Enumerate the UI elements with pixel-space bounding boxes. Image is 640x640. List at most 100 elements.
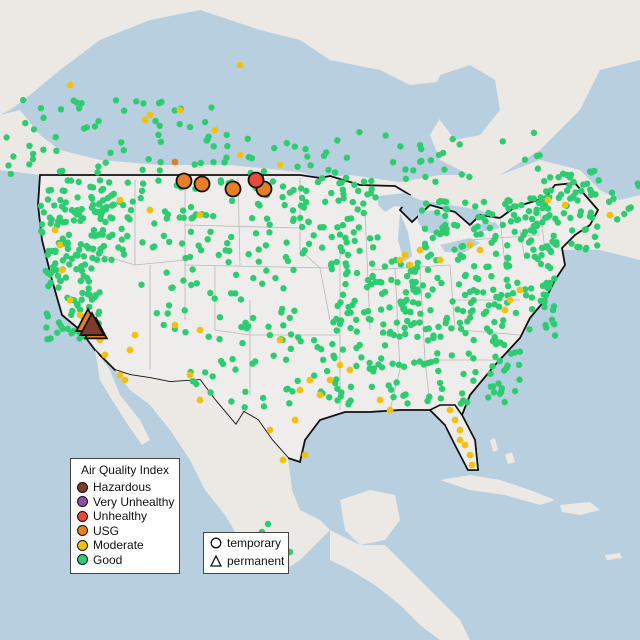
station-good <box>269 178 277 185</box>
station-good <box>553 239 560 246</box>
station-good <box>74 207 81 214</box>
station-good <box>164 310 171 317</box>
station-good <box>389 360 396 367</box>
station-good <box>610 195 617 202</box>
station-good <box>547 247 554 255</box>
station-good <box>567 214 574 222</box>
station-good <box>279 193 286 201</box>
station-good <box>207 289 214 297</box>
station-good <box>342 271 350 278</box>
station-good <box>138 281 145 288</box>
usg-swatch <box>77 525 88 537</box>
station-good <box>259 280 266 287</box>
station-good <box>480 310 488 318</box>
station-good <box>241 404 248 411</box>
station-good <box>284 257 292 265</box>
station-good <box>76 246 83 254</box>
station-good <box>330 319 337 326</box>
station-good <box>260 168 268 175</box>
legend-label: Very Unhealthy <box>93 494 175 509</box>
station-good <box>120 147 128 154</box>
station-good <box>381 288 389 296</box>
station-good <box>330 352 337 359</box>
station-good <box>281 201 288 209</box>
station-moderate <box>306 376 314 384</box>
station-moderate <box>196 396 204 404</box>
station-good <box>331 169 339 176</box>
station-good <box>255 258 262 265</box>
very-unhealthy-swatch <box>77 496 88 508</box>
station-moderate <box>436 256 444 264</box>
station-good <box>271 144 278 152</box>
station-good <box>219 360 227 368</box>
station-good <box>88 265 95 272</box>
station-good <box>372 278 379 285</box>
station-moderate <box>468 461 476 469</box>
station-good <box>209 373 216 380</box>
station-good <box>289 207 297 214</box>
station-good <box>353 362 360 370</box>
station-good <box>400 392 407 399</box>
legend-item-permanent: permanent <box>204 553 288 569</box>
station-good <box>66 261 73 268</box>
legend-label: USG <box>93 523 120 538</box>
station-good <box>614 216 621 223</box>
station-good <box>430 332 437 339</box>
station-good <box>120 251 128 258</box>
station-moderate <box>456 426 464 434</box>
station-good <box>533 152 541 160</box>
legend-title: Air Quality Index <box>80 463 170 477</box>
station-good <box>437 395 444 402</box>
station-good <box>118 139 125 146</box>
station-moderate <box>416 246 424 254</box>
station-good <box>20 96 27 104</box>
station-good <box>530 129 538 136</box>
station-good <box>248 214 256 222</box>
station-good <box>407 321 415 329</box>
state-border-line <box>539 209 546 251</box>
station-good <box>47 335 54 342</box>
station-good <box>419 282 427 289</box>
station-good <box>504 254 511 261</box>
station-good <box>119 246 126 253</box>
station-good <box>314 344 321 351</box>
station-good <box>156 167 163 174</box>
station-good <box>387 386 395 393</box>
station-good <box>510 211 518 219</box>
station-good <box>390 393 397 401</box>
station-good <box>252 230 260 237</box>
station-good <box>265 323 272 330</box>
station-good <box>505 262 513 270</box>
station-good <box>344 215 351 223</box>
station-good <box>266 221 273 228</box>
station-good <box>487 370 494 377</box>
station-good <box>493 293 500 301</box>
station-good <box>133 98 140 105</box>
station-good <box>337 244 344 251</box>
station-good <box>300 204 308 211</box>
station-good <box>510 203 517 210</box>
station-good <box>424 337 432 344</box>
station-moderate <box>196 326 204 334</box>
legend-item-moderate: Moderate <box>71 538 179 553</box>
station-good <box>107 149 114 156</box>
station-good <box>29 155 37 163</box>
station-good <box>250 274 257 282</box>
station-good <box>393 319 400 326</box>
station-good <box>345 303 352 311</box>
station-good <box>343 262 350 270</box>
circle-icon <box>210 537 222 549</box>
station-good <box>410 286 417 293</box>
station-good <box>255 246 262 253</box>
station-good <box>539 204 546 212</box>
station-good <box>91 123 99 130</box>
station-good <box>436 379 444 387</box>
hazardous-swatch <box>77 481 88 493</box>
station-good <box>485 302 493 309</box>
station-good <box>242 388 249 395</box>
station-moderate <box>236 151 244 159</box>
station-good <box>367 316 374 323</box>
station-good <box>53 147 60 154</box>
station-good <box>249 360 256 367</box>
